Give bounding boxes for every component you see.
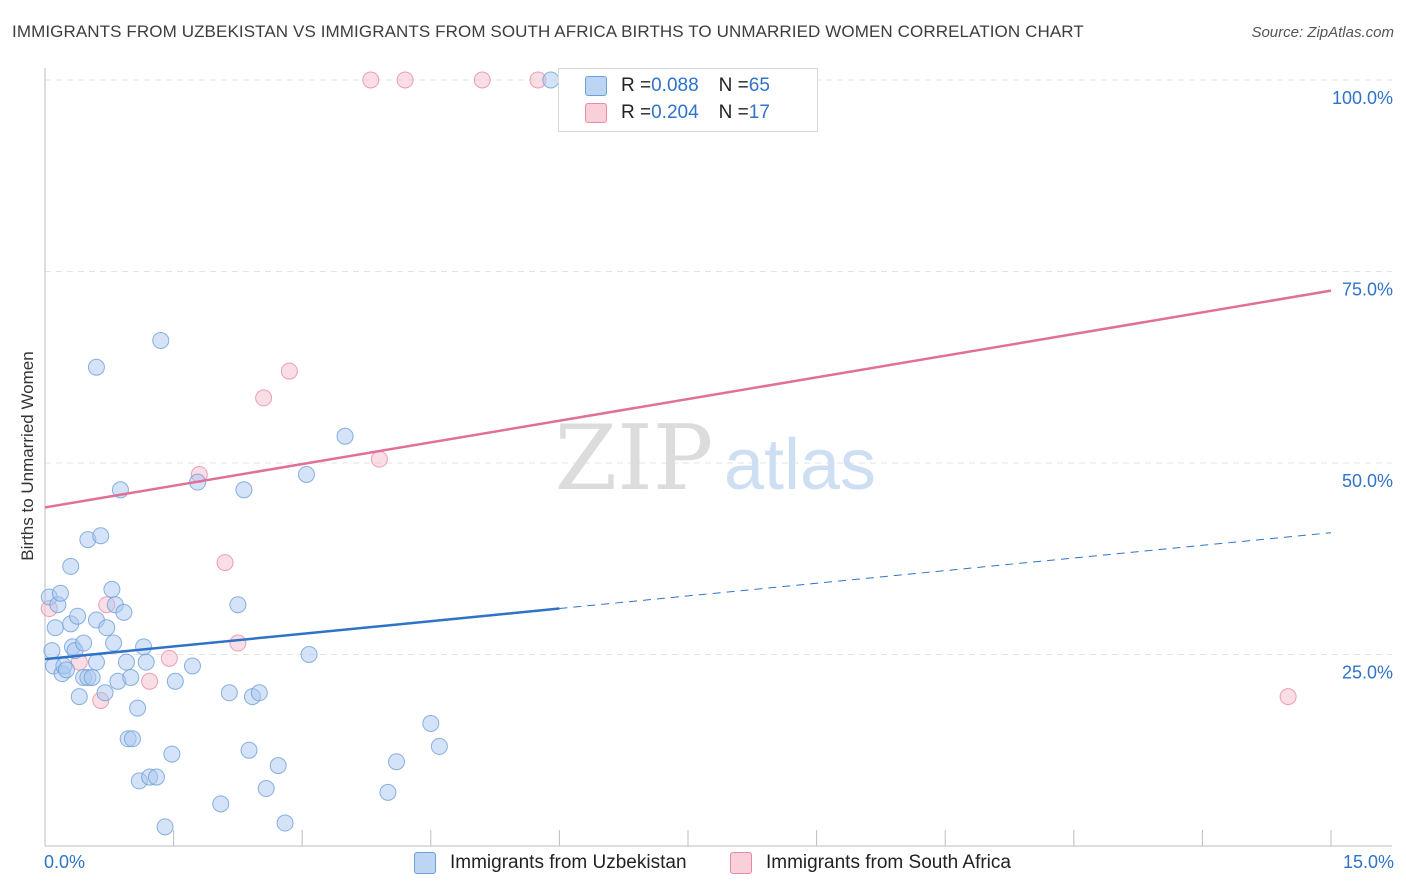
x-tick-label-min: 0.0% — [44, 852, 86, 872]
uzbekistan-trend-line-extension — [559, 532, 1332, 610]
y-tick-label: 50.0% — [1342, 471, 1393, 491]
legend-n-value: 17 — [748, 102, 770, 123]
south-africa-point — [160, 649, 178, 667]
uzbekistan-point — [250, 684, 268, 702]
uzbekistan-point — [542, 71, 560, 89]
series-legend-swatch-pink — [730, 852, 752, 874]
uzbekistan-point — [183, 657, 201, 675]
source-label: Source: ZipAtlas.com — [1251, 24, 1394, 41]
uzbekistan-point — [92, 527, 110, 545]
legend-row-uzbekistan: R = 0.088 N = 65 — [585, 73, 770, 99]
legend-r-value: 0.204 — [651, 102, 699, 123]
south-africa-point — [1279, 688, 1297, 706]
series-legend-label: Immigrants from South Africa — [766, 852, 1011, 873]
south-africa-point — [362, 71, 380, 89]
uzbekistan-point — [69, 607, 87, 625]
uzbekistan-point — [430, 737, 448, 755]
uzbekistan-point — [388, 753, 406, 771]
uzbekistan-point — [57, 661, 75, 679]
uzbekistan-point — [129, 699, 147, 717]
uzbekistan-point — [163, 745, 181, 763]
uzbekistan-point — [70, 688, 88, 706]
legend-r-value: 0.088 — [651, 75, 699, 96]
uzbekistan-point — [297, 465, 315, 483]
series-legend-swatch-blue — [414, 852, 436, 874]
uzbekistan-point — [422, 714, 440, 732]
series-uzbekistan-points — [40, 71, 560, 836]
y-tick-labels: 25.0% 50.0% 75.0% 100.0% — [1332, 88, 1393, 683]
series-legend-uzbekistan: Immigrants from Uzbekistan — [414, 852, 687, 874]
uzbekistan-trend-line — [44, 607, 560, 661]
uzbekistan-point — [62, 557, 80, 575]
y-tick-label: 100.0% — [1332, 88, 1393, 108]
south-africa-point — [370, 450, 388, 468]
uzbekistan-point — [257, 780, 275, 798]
uzbekistan-point — [137, 653, 155, 671]
legend-swatch-pink — [585, 103, 607, 123]
uzbekistan-point — [103, 580, 121, 598]
uzbekistan-point — [300, 646, 318, 663]
watermark-zip: ZIP — [555, 406, 714, 511]
uzbekistan-point — [276, 814, 294, 832]
uzbekistan-point — [51, 584, 69, 602]
y-tick-label: 75.0% — [1342, 280, 1393, 300]
gridlines — [45, 79, 1392, 655]
legend-n-label: N = — [718, 102, 749, 123]
uzbekistan-point — [379, 783, 397, 801]
trend-lines — [44, 289, 1332, 661]
uzbekistan-point — [156, 818, 174, 836]
uzbekistan-point — [87, 358, 105, 376]
uzbekistan-point — [229, 596, 247, 614]
series-south-africa-points — [40, 71, 1297, 709]
x-tick-label-max: 15.0% — [1342, 852, 1394, 872]
correlation-legend: R = 0.088 N = 65 R = 0.204 N = 17 — [558, 68, 818, 132]
south-africa-trend-line — [44, 289, 1332, 509]
watermark: ZIP atlas — [555, 406, 876, 511]
legend-r-label: R = — [621, 102, 652, 123]
uzbekistan-point — [122, 668, 140, 686]
uzbekistan-point — [240, 741, 258, 759]
south-africa-point — [280, 362, 298, 380]
chart-title: IMMIGRANTS FROM UZBEKISTAN VS IMMIGRANTS… — [12, 22, 1084, 41]
legend-r-label: R = — [621, 75, 652, 96]
axes — [44, 68, 1392, 847]
uzbekistan-point — [115, 603, 133, 621]
south-africa-point — [396, 71, 414, 89]
uzbekistan-point — [147, 768, 165, 786]
uzbekistan-point — [105, 634, 123, 652]
uzbekistan-point — [83, 668, 101, 686]
uzbekistan-point — [43, 642, 61, 660]
legend-row-south-africa: R = 0.204 N = 17 — [585, 100, 770, 126]
south-africa-point — [141, 672, 159, 690]
uzbekistan-point — [46, 619, 64, 637]
legend-n-value: 65 — [748, 75, 770, 96]
legend-swatch-blue — [585, 76, 607, 96]
south-africa-point — [229, 634, 247, 652]
uzbekistan-point — [123, 730, 141, 748]
uzbekistan-point — [98, 619, 116, 637]
uzbekistan-point — [220, 684, 238, 702]
uzbekistan-point — [152, 331, 170, 349]
series-legend-label: Immigrants from Uzbekistan — [450, 852, 687, 873]
legend-n-label: N = — [718, 75, 749, 96]
uzbekistan-point — [96, 684, 114, 702]
uzbekistan-point — [212, 795, 230, 813]
uzbekistan-point — [117, 653, 135, 671]
uzbekistan-point — [87, 653, 105, 671]
watermark-atlas: atlas — [724, 425, 876, 505]
uzbekistan-point — [336, 427, 354, 445]
uzbekistan-point — [235, 481, 253, 499]
south-africa-point — [216, 554, 234, 572]
series-legend: Immigrants from Uzbekistan Immigrants fr… — [0, 852, 1406, 876]
uzbekistan-point — [269, 757, 287, 775]
series-legend-south-africa: Immigrants from South Africa — [730, 852, 1011, 874]
south-africa-point — [473, 71, 491, 89]
uzbekistan-point — [75, 634, 93, 652]
uzbekistan-point — [135, 638, 153, 656]
y-tick-label: 25.0% — [1342, 663, 1393, 683]
uzbekistan-point — [166, 672, 184, 690]
south-africa-point — [255, 389, 273, 407]
